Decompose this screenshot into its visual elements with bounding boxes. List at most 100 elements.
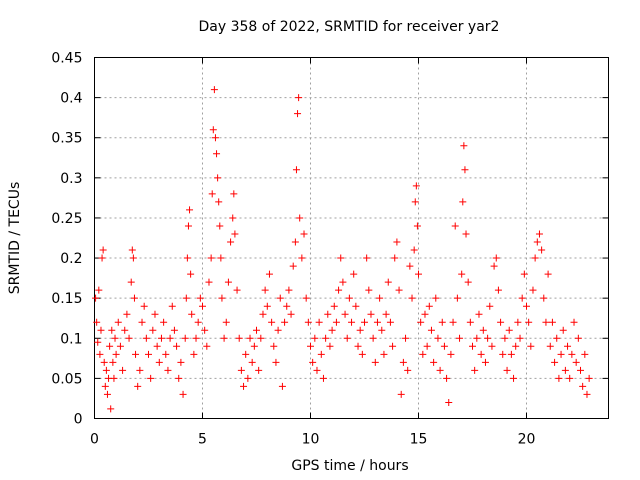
data-point [343, 334, 351, 342]
data-point [263, 302, 271, 310]
data-point [292, 166, 300, 174]
data-point [412, 182, 420, 190]
data-point [460, 142, 468, 150]
data-point [107, 405, 115, 413]
data-point [352, 302, 360, 310]
data-point [361, 318, 368, 326]
data-point [235, 334, 243, 342]
data-point [408, 294, 416, 302]
data-point [459, 198, 467, 206]
data-point [229, 214, 237, 222]
data-point [507, 350, 515, 358]
data-point [332, 318, 340, 326]
data-point [566, 374, 574, 382]
data-point [319, 374, 327, 382]
data-point [415, 270, 422, 278]
data-point [237, 366, 245, 374]
data-points [92, 86, 593, 413]
data-point [561, 366, 569, 374]
data-point [445, 398, 453, 406]
data-point [140, 302, 148, 310]
data-point [285, 286, 293, 294]
data-point [121, 326, 129, 334]
data-point [324, 310, 332, 318]
x-tick-label: 0 [90, 432, 99, 448]
y-tick-label: 0.45 [51, 51, 82, 67]
data-point [447, 350, 455, 358]
data-point [187, 270, 195, 278]
data-point [389, 342, 397, 350]
data-point [411, 198, 419, 206]
data-point [330, 302, 338, 310]
data-point [179, 390, 187, 398]
data-point [436, 366, 444, 374]
chart-title: Day 358 of 2022, SRMTID for receiver yar… [199, 19, 500, 35]
data-point [294, 110, 302, 118]
data-point [309, 358, 317, 366]
data-point [194, 318, 202, 326]
data-point [516, 334, 524, 342]
data-point [230, 190, 238, 198]
data-point [119, 366, 127, 374]
data-point [477, 350, 485, 358]
data-point [354, 342, 362, 350]
data-point [423, 342, 431, 350]
data-point [378, 326, 386, 334]
data-point [410, 246, 418, 254]
data-point [214, 174, 222, 182]
data-point [128, 246, 136, 254]
data-point [417, 318, 425, 326]
data-point [93, 318, 101, 326]
data-point [499, 350, 507, 358]
data-point [108, 326, 116, 334]
data-point [386, 318, 394, 326]
data-point [430, 358, 438, 366]
data-point [272, 358, 280, 366]
data-point [432, 294, 440, 302]
y-tick-label: 0.4 [60, 91, 82, 107]
data-point [291, 238, 299, 246]
data-point [466, 318, 474, 326]
data-point [572, 358, 580, 366]
data-point [486, 302, 494, 310]
data-point [250, 342, 258, 350]
data-point [395, 286, 403, 294]
plot-frame [94, 57, 609, 419]
data-point [215, 198, 223, 206]
data-point [181, 334, 189, 342]
data-point [540, 294, 548, 302]
data-point [326, 342, 334, 350]
data-point [350, 270, 358, 278]
data-point [302, 294, 310, 302]
data-point [538, 246, 546, 254]
data-point [199, 302, 206, 310]
data-point [190, 350, 198, 358]
data-point [231, 230, 239, 238]
data-point [376, 294, 384, 302]
data-point [109, 358, 117, 366]
data-point [112, 350, 120, 358]
data-point [365, 286, 373, 294]
data-point [579, 382, 587, 390]
data-point [192, 334, 200, 342]
data-point [265, 270, 273, 278]
data-point [129, 254, 137, 262]
data-point [196, 294, 204, 302]
data-point [427, 326, 435, 334]
data-point [296, 214, 304, 222]
data-point [505, 326, 513, 334]
data-point [94, 338, 102, 346]
data-point [514, 318, 522, 326]
data-point [114, 318, 122, 326]
data-point [253, 326, 260, 334]
data-point [134, 382, 142, 390]
data-point [170, 326, 178, 334]
data-point [213, 150, 221, 158]
data-point [278, 382, 286, 390]
data-point [473, 334, 481, 342]
y-tick-label: 0.05 [51, 371, 82, 387]
data-point [224, 278, 232, 286]
data-point [475, 310, 483, 318]
data-point [510, 374, 518, 382]
x-axis: 0 5 10 15 20 [90, 57, 535, 448]
